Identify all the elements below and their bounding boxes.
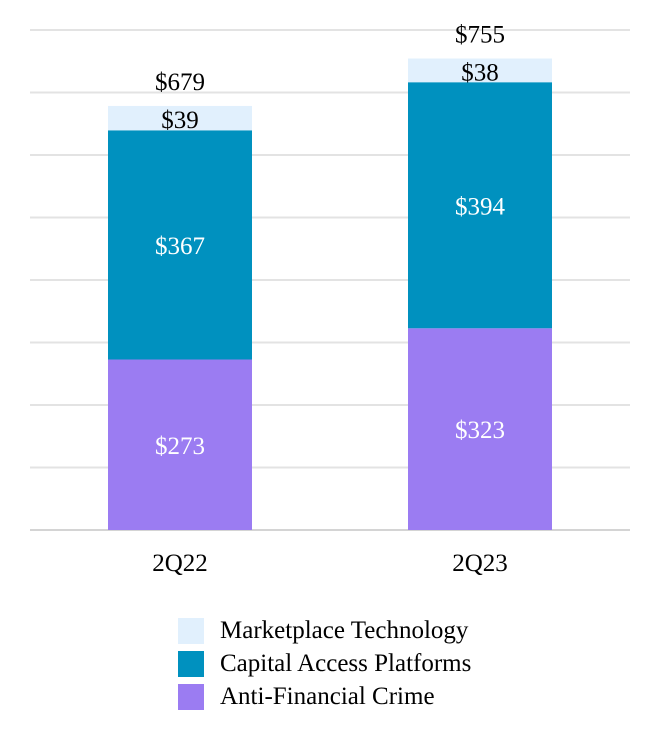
data-label: $38 (461, 59, 499, 86)
chart-legend: Marketplace Technology Capital Access Pl… (178, 614, 471, 713)
legend-swatch-anti-financial-crime (178, 683, 204, 710)
bar-segment (408, 82, 552, 329)
legend-label: Marketplace Technology (220, 616, 469, 644)
x-tick-label: 2Q23 (452, 550, 508, 577)
bar-segment (408, 328, 552, 530)
data-label: $39 (161, 107, 199, 134)
legend-label: Anti-Financial Crime (220, 682, 435, 710)
data-label: $367 (155, 233, 205, 260)
bar-segment (108, 359, 252, 530)
legend-item-anti-financial-crime: Anti-Financial Crime (178, 680, 471, 713)
total-label: $755 (455, 22, 505, 49)
data-label: $394 (455, 193, 506, 220)
data-label: $273 (155, 433, 205, 460)
bar-segment (108, 130, 252, 360)
total-label: $679 (155, 69, 205, 96)
legend-swatch-marketplace-technology (178, 617, 204, 644)
x-tick-label: 2Q22 (152, 550, 208, 577)
legend-item-capital-access-platforms: Capital Access Platforms (178, 647, 471, 680)
legend-swatch-capital-access-platforms (178, 650, 204, 677)
bar-segment (408, 58, 552, 83)
data-label: $323 (455, 417, 505, 444)
stacked-bar-chart: $273 $367 $39 $679 2Q22 $323 $394 $38 $755 2Q23 (30, 22, 630, 577)
legend-item-marketplace-technology: Marketplace Technology (178, 614, 471, 647)
bar-segment (108, 105, 252, 131)
legend-label: Capital Access Platforms (220, 649, 472, 677)
